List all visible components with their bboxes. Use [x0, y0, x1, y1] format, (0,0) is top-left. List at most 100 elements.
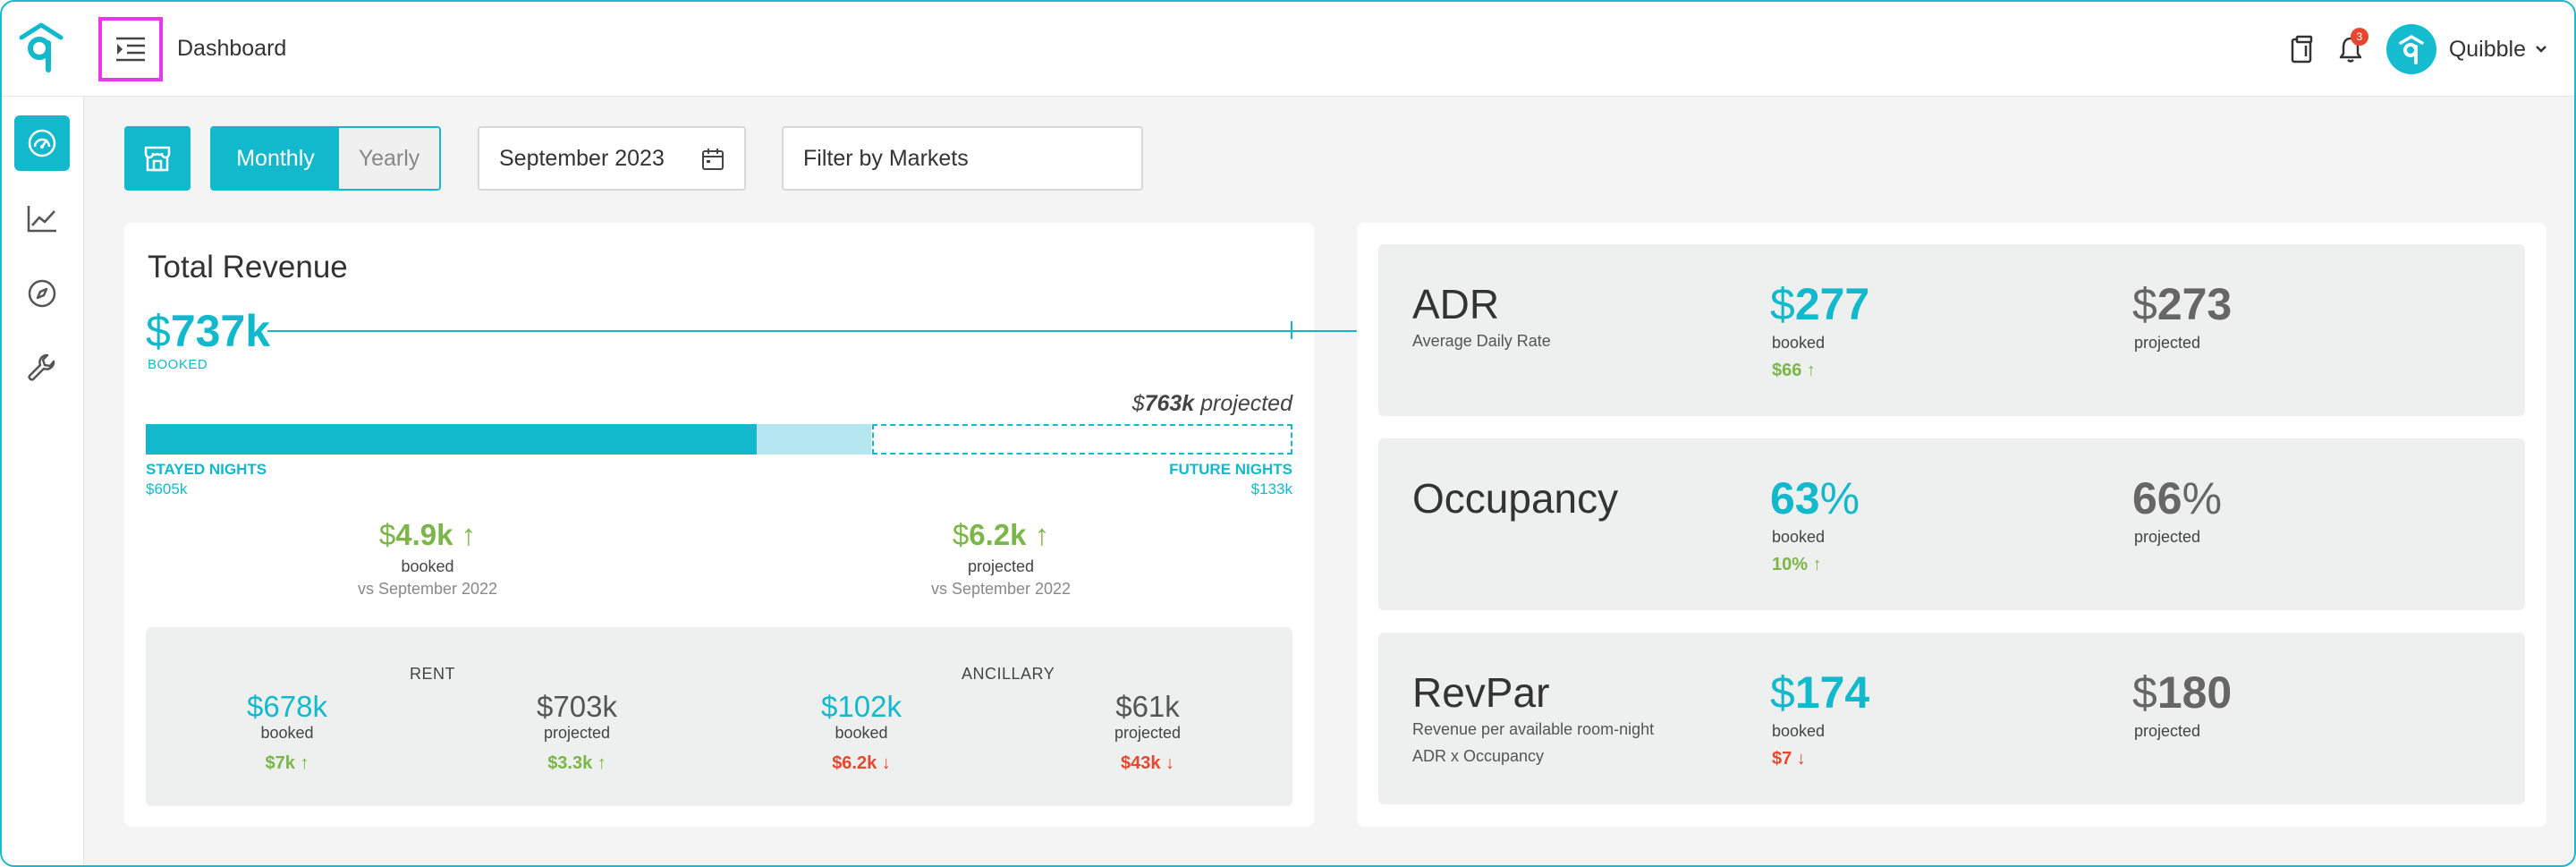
- clipboard-icon[interactable]: [2284, 31, 2320, 67]
- month-picker[interactable]: September 2023: [478, 126, 746, 191]
- ancillary-heading: ANCILLARY: [962, 665, 1055, 683]
- revpar-description: Revenue per available room-night: [1412, 720, 1655, 738]
- revpar-formula: ADR x Occupancy: [1412, 747, 1545, 765]
- storefront-icon: [144, 146, 171, 172]
- stayed-nights-bar-segment: [146, 424, 758, 455]
- occupancy-projected-value: 66%: [2132, 473, 2223, 523]
- projected-yoy-sub: vs September 2022: [930, 580, 1072, 598]
- ancillary-projected: $61k projected $43k ↓: [1058, 690, 1237, 774]
- quibble-avatar-icon: [2399, 35, 2424, 64]
- stayed-nights-label: STAYED NIGHTS: [146, 461, 267, 478]
- adr-panel: ADR Average Daily Rate $277 booked $66 ↑…: [1378, 244, 2525, 416]
- occupancy-booked-value: 63%: [1770, 473, 1860, 523]
- revenue-breakdown-panel: RENT ANCILLARY $678k booked $7k ↑ $703k …: [146, 627, 1292, 806]
- occupancy-title: Occupancy: [1412, 475, 1619, 522]
- dashboard-gauge-icon: [28, 129, 56, 157]
- booked-progress-line-end: [1291, 321, 1292, 339]
- adr-title: ADR: [1412, 281, 1500, 327]
- occupancy-panel: Occupancy 63% booked 10% ↑ 66% projected: [1378, 438, 2525, 610]
- rent-booked: $678k booked $7k ↑: [198, 690, 377, 774]
- booked-future-bar-segment: [757, 424, 872, 455]
- header-actions: 3 Quibble: [2272, 23, 2547, 75]
- revpar-panel: RevPar Revenue per available room-night …: [1378, 633, 2525, 804]
- adr-projected-label: projected: [2134, 334, 2201, 352]
- projected-yoy-label: projected: [967, 557, 1035, 575]
- booked-yoy-comparison: $4.9k ↑ booked vs September 2022: [293, 518, 562, 599]
- revpar-change: $7 ↓: [1772, 749, 1806, 769]
- page-title: Dashboard: [177, 36, 287, 61]
- revpar-booked-value: $174: [1770, 667, 1870, 718]
- sidebar-item-dashboard[interactable]: [14, 115, 70, 171]
- revpar-booked-label: booked: [1772, 722, 1826, 740]
- adr-projected-value: $273: [2132, 279, 2233, 329]
- adr-booked-label: booked: [1772, 334, 1826, 352]
- ancillary-booked-label: booked: [835, 724, 888, 742]
- booked-revenue-value: $737k: [146, 306, 271, 356]
- rent-projected-change: $3.3k ↑: [547, 753, 606, 773]
- rent-projected: $703k projected $3.3k ↑: [487, 690, 666, 774]
- adr-booked-value: $277: [1770, 279, 1870, 329]
- future-nights-label: FUTURE NIGHTS: [1169, 461, 1292, 478]
- adr-change: $66 ↑: [1772, 361, 1816, 380]
- menu-indent-icon: [116, 37, 145, 62]
- sidebar-item-analytics[interactable]: [14, 191, 70, 246]
- ancillary-projected-change: $43k ↓: [1120, 753, 1175, 773]
- yearly-toggle-button[interactable]: Yearly: [339, 128, 439, 189]
- line-chart-icon: [27, 206, 56, 233]
- occupancy-change: 10% ↑: [1772, 555, 1822, 574]
- user-avatar[interactable]: [2385, 24, 2436, 74]
- monthly-toggle-button[interactable]: Monthly: [212, 128, 339, 189]
- notification-bell-icon[interactable]: 3: [2333, 28, 2368, 67]
- booked-yoy-value: $4.9k ↑: [378, 518, 477, 551]
- chevron-down-icon[interactable]: [2535, 45, 2547, 54]
- adr-description: Average Daily Rate: [1412, 332, 1551, 350]
- rent-projected-value: $703k: [537, 690, 617, 723]
- booked-yoy-label: booked: [401, 557, 454, 575]
- market-filter-input[interactable]: Filter by Markets: [782, 126, 1143, 191]
- occupancy-booked-label: booked: [1772, 528, 1826, 546]
- rent-booked-change: $7k ↑: [265, 753, 309, 773]
- compass-icon: [28, 279, 56, 308]
- revenue-nights-bar: [146, 424, 1292, 455]
- future-nights-bar-segment: [871, 424, 1292, 455]
- ancillary-booked-change: $6.2k ↓: [832, 753, 891, 773]
- arrow-up-icon: ↑: [461, 518, 477, 551]
- booked-progress-line: [267, 330, 1414, 332]
- rent-projected-label: projected: [543, 724, 611, 742]
- quibble-logo-icon[interactable]: [18, 21, 64, 73]
- revpar-projected-value: $180: [2132, 667, 2233, 718]
- ancillary-projected-label: projected: [1114, 724, 1182, 742]
- total-revenue-card: Total Revenue $737k BOOKED $763k project…: [124, 223, 1414, 827]
- booked-yoy-sub: vs September 2022: [357, 580, 498, 598]
- future-nights-value: $133k: [1250, 480, 1292, 497]
- menu-toggle-button[interactable]: [98, 17, 163, 81]
- sidebar-item-tools[interactable]: [14, 341, 70, 396]
- period-toggle: Monthly Yearly: [210, 126, 441, 191]
- projected-revenue-value: $763k projected: [1131, 391, 1292, 416]
- rent-booked-label: booked: [260, 724, 314, 742]
- calendar-icon: [702, 149, 724, 170]
- booked-revenue-label: BOOKED: [148, 357, 208, 372]
- property-view-button[interactable]: [124, 126, 191, 191]
- revpar-projected-label: projected: [2134, 722, 2201, 740]
- sidebar-item-explore[interactable]: [14, 266, 70, 321]
- market-filter-placeholder: Filter by Markets: [803, 145, 969, 171]
- revpar-title: RevPar: [1412, 669, 1550, 716]
- stayed-nights-value: $605k: [146, 480, 188, 497]
- kpi-metrics-card: ADR Average Daily Rate $277 booked $66 ↑…: [1357, 223, 2546, 827]
- user-name[interactable]: Quibble: [2448, 36, 2526, 62]
- wrench-icon: [28, 353, 55, 381]
- projected-yoy-comparison: $6.2k ↑ projected vs September 2022: [867, 518, 1135, 599]
- top-header: Dashboard 3: [2, 2, 2574, 97]
- rent-heading: RENT: [410, 665, 455, 683]
- ancillary-booked-value: $102k: [821, 690, 902, 723]
- notification-count-badge: 3: [2350, 28, 2368, 46]
- month-picker-value: September 2023: [499, 145, 665, 171]
- rent-booked-value: $678k: [247, 690, 327, 723]
- ancillary-booked: $102k booked $6.2k ↓: [772, 690, 951, 774]
- ancillary-projected-value: $61k: [1115, 690, 1180, 723]
- arrow-up-icon: ↑: [1034, 518, 1050, 551]
- occupancy-projected-label: projected: [2134, 528, 2201, 546]
- sidebar: [2, 97, 84, 865]
